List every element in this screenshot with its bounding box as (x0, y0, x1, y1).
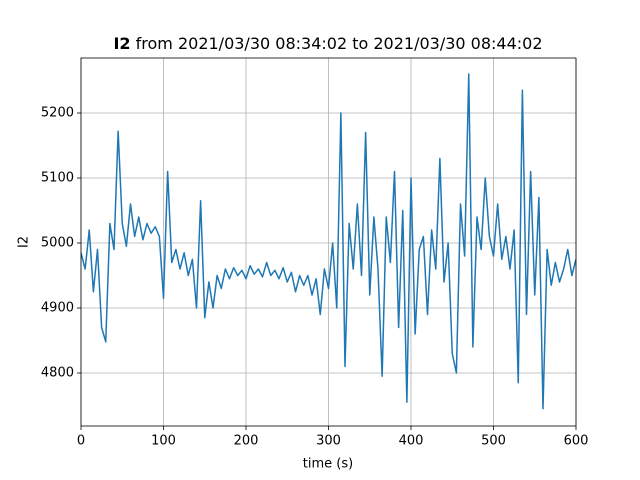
y-tick-label: 5100 (41, 171, 74, 186)
title-bold: I2 (113, 34, 130, 53)
title-text: from 2021/03/30 08:34:02 to 2021/03/30 0… (136, 34, 543, 53)
y-axis-label: I2 (17, 236, 32, 248)
y-tick-label: 4800 (41, 366, 74, 381)
y-tick-label: 5000 (41, 236, 74, 251)
x-tick-label: 100 (151, 434, 176, 449)
data-line (81, 73, 576, 410)
x-tick-label: 600 (564, 434, 589, 449)
plot-frame (80, 57, 577, 427)
x-tick-label: 200 (234, 434, 259, 449)
x-tick-label: 300 (316, 434, 341, 449)
x-tick-label: 400 (399, 434, 424, 449)
x-tick-label: 0 (77, 434, 85, 449)
x-tick-label: 500 (481, 434, 506, 449)
y-tick-label: 4900 (41, 301, 74, 316)
y-tick-label: 5200 (41, 105, 74, 120)
x-axis-label: time (s) (303, 457, 353, 472)
chart-title: I2 from 2021/03/30 08:34:02 to 2021/03/3… (113, 34, 542, 53)
